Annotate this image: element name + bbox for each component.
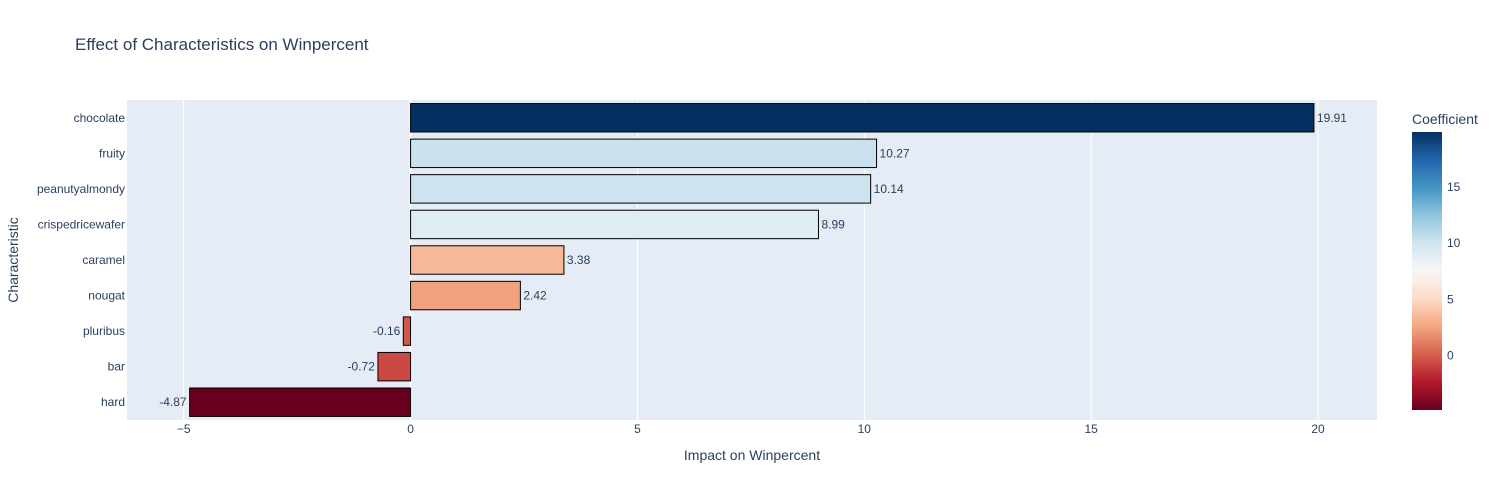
x-tick-label: 15 — [1084, 422, 1098, 436]
bar-fruity — [410, 138, 878, 169]
bar-value-label: 8.99 — [821, 217, 845, 231]
y-tick-label: hard — [101, 395, 125, 409]
colorbar-title: Coefficient — [1412, 111, 1478, 127]
y-tick-label: crispedricewafer — [38, 217, 125, 231]
y-tick-label: nougat — [88, 289, 125, 303]
bar-value-label: -0.16 — [373, 324, 401, 338]
y-tick-label: caramel — [82, 253, 125, 267]
colorbar-tick-label: 0 — [1447, 348, 1454, 362]
bars — [189, 103, 1315, 417]
y-tick-labels: hard bar pluribus nougat caramel crispedricew… — [37, 111, 126, 409]
y-tick-label: chocolate — [74, 111, 126, 125]
colorbar-tick-label: 5 — [1447, 292, 1454, 306]
bar-hard — [189, 387, 412, 417]
colorbar-ticks: 0 5 10 15 — [1447, 180, 1461, 362]
bar-value-labels: -4.87 -0.72 -0.16 2.42 3.38 8.99 10.14 10.27 19.… — [159, 111, 1347, 409]
colorbar-tick-label: 15 — [1447, 180, 1461, 194]
x-tick-label: 10 — [858, 422, 872, 436]
x-tick-label: 5 — [634, 422, 641, 436]
bar-peanutyalmondy — [410, 174, 872, 204]
bar-value-label: 2.42 — [523, 289, 547, 303]
y-tick-label: fruity — [99, 146, 125, 160]
bar-crispedricewafer — [410, 209, 819, 240]
bar-value-label: 10.14 — [874, 182, 904, 196]
bar-caramel — [410, 245, 565, 275]
x-tick-labels: −5 0 5 10 15 20 — [177, 422, 1325, 436]
bar-chocolate — [410, 103, 1315, 133]
bar-value-label: -4.87 — [159, 395, 187, 409]
x-axis-title: Impact on Winpercent — [684, 447, 820, 463]
colorbar-tick-label: 10 — [1447, 236, 1461, 250]
y-axis-title: Characteristic — [5, 217, 21, 303]
y-tick-label: bar — [108, 360, 125, 374]
y-tick-label: pluribus — [83, 324, 125, 338]
y-tick-label: peanutyalmondy — [37, 182, 125, 196]
x-tick-label: −5 — [177, 422, 191, 436]
bar-value-label: 3.38 — [567, 253, 591, 267]
bar-pluribus — [402, 316, 412, 346]
x-tick-label: 20 — [1311, 422, 1325, 436]
bar-bar — [377, 351, 412, 382]
bar-value-label: 19.91 — [1317, 111, 1347, 125]
chart-title: Effect of Characteristics on Winpercent — [75, 35, 369, 54]
colorbar — [1412, 132, 1442, 410]
x-tick-label: 0 — [407, 422, 414, 436]
bar-value-label: 10.27 — [880, 146, 910, 160]
bar-nougat — [410, 280, 521, 311]
bar-value-label: -0.72 — [348, 360, 376, 374]
